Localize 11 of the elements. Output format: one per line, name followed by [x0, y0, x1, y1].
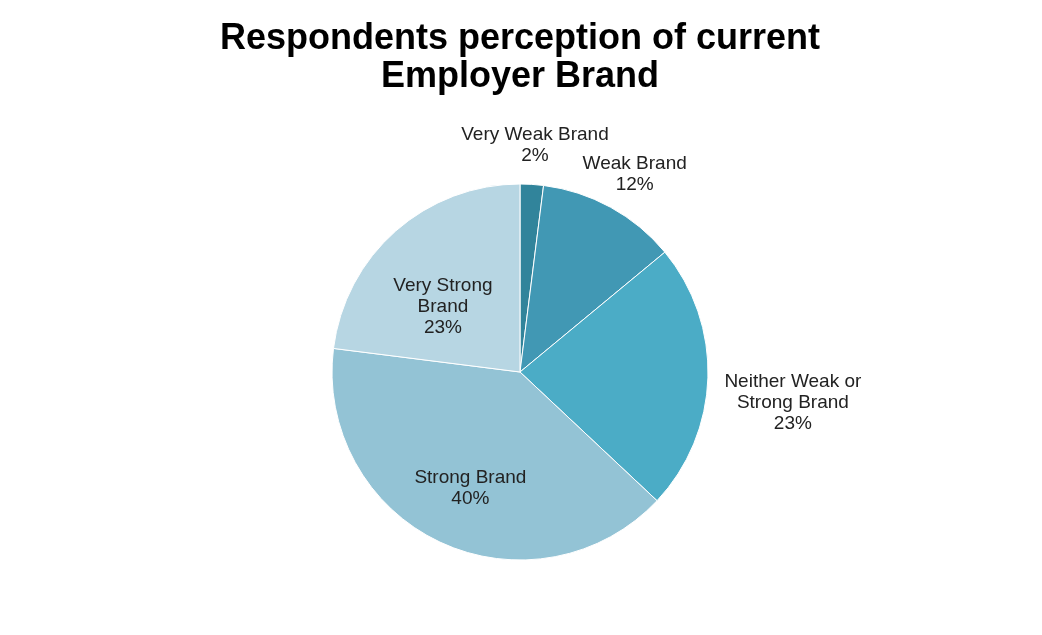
slice-label: Very Weak Brand: [461, 123, 609, 145]
slice-label: Strong Brand: [414, 466, 527, 488]
slice-label: Neither Weak or Strong Brand: [724, 369, 862, 412]
data-label: 2%: [521, 144, 549, 166]
slice-label: Very Strong Brand: [393, 273, 493, 316]
data-label: 12%: [615, 173, 654, 195]
slice-label: Weak Brand: [582, 152, 687, 174]
data-label: 23%: [773, 411, 812, 433]
chart-title: Respondents perception of current Employer Brand: [219, 16, 821, 96]
data-label: 40%: [451, 487, 490, 509]
data-label: 23%: [423, 315, 463, 337]
